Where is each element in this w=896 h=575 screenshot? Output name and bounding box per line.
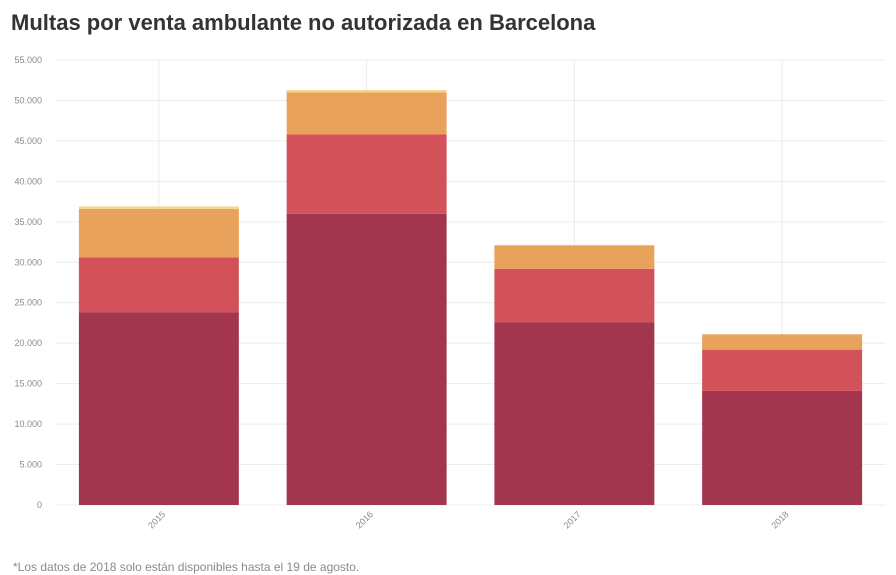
- x-tick-label: 2015: [146, 509, 167, 530]
- bar-segment: [286, 134, 447, 214]
- bar-segment: [286, 213, 447, 505]
- bar-segment: [494, 268, 655, 323]
- bar-segment: [494, 245, 655, 269]
- bar-segment: [78, 206, 239, 209]
- bar-segment: [702, 334, 863, 350]
- bar-segment: [286, 89, 447, 93]
- x-tick-label: 2017: [562, 509, 583, 530]
- y-tick-label: 0: [37, 500, 42, 510]
- y-tick-label: 55.000: [14, 55, 42, 65]
- bar-segment: [78, 312, 239, 505]
- x-tick-label: 2016: [354, 509, 375, 530]
- y-tick-label: 45.000: [14, 136, 42, 146]
- x-tick-label: 2018: [769, 509, 790, 530]
- y-tick-label: 30.000: [14, 257, 42, 267]
- chart-title: Multas por venta ambulante no autorizada…: [11, 10, 596, 35]
- y-tick-label: 10.000: [14, 419, 42, 429]
- bar-segment: [702, 349, 863, 391]
- y-tick-label: 40.000: [14, 176, 42, 186]
- bar-segment: [78, 208, 239, 258]
- y-tick-label: 20.000: [14, 338, 42, 348]
- y-tick-label: 5.000: [19, 460, 42, 470]
- y-tick-label: 35.000: [14, 217, 42, 227]
- y-tick-label: 50.000: [14, 95, 42, 105]
- bar-segment: [702, 390, 863, 505]
- y-tick-label: 25.000: [14, 298, 42, 308]
- bar-segment: [494, 322, 655, 505]
- y-tick-label: 15.000: [14, 379, 42, 389]
- footnote: *Los datos de 2018 solo están disponible…: [13, 560, 360, 574]
- bar-segment: [286, 92, 447, 135]
- bar-segment: [78, 257, 239, 313]
